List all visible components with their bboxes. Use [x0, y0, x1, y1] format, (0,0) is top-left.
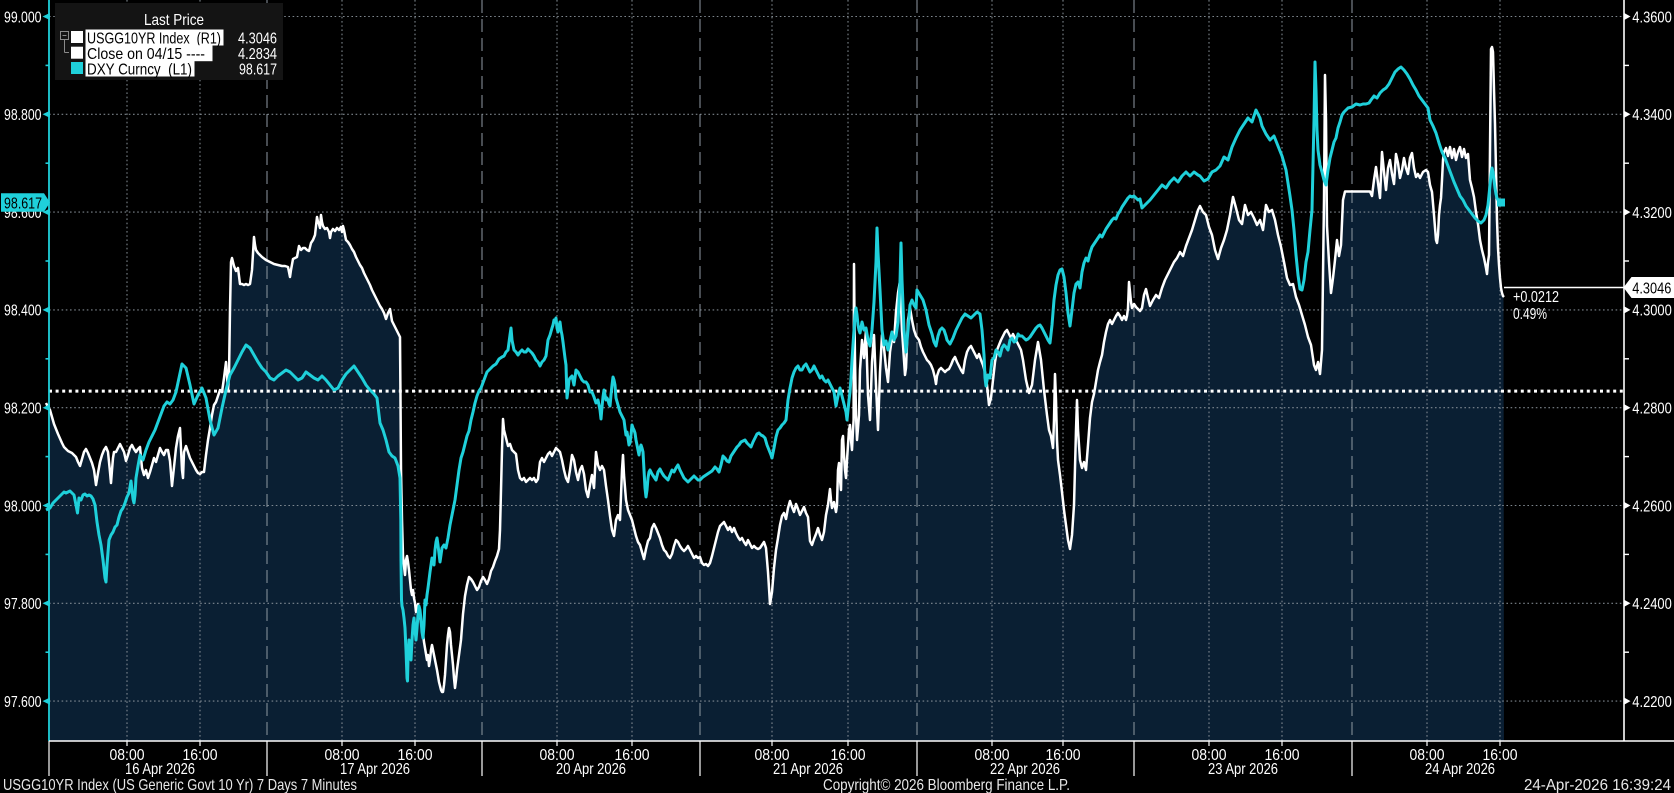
svg-text:08:00: 08:00 — [1192, 747, 1227, 764]
svg-text:4.3400: 4.3400 — [1632, 107, 1672, 124]
svg-text:22 Apr 2026: 22 Apr 2026 — [990, 761, 1060, 778]
svg-text:98.200: 98.200 — [4, 401, 42, 418]
svg-text:08:00: 08:00 — [540, 747, 575, 764]
svg-text:16:00: 16:00 — [831, 747, 866, 764]
svg-text:4.2200: 4.2200 — [1632, 694, 1672, 711]
svg-text:4.2400: 4.2400 — [1632, 596, 1672, 613]
svg-text:DXY Curncy (L1): DXY Curncy (L1) — [87, 61, 192, 78]
svg-text:4.3046: 4.3046 — [1632, 280, 1671, 297]
svg-text:20 Apr 2026: 20 Apr 2026 — [556, 761, 626, 778]
svg-text:4.3200: 4.3200 — [1632, 205, 1672, 222]
svg-text:16:00: 16:00 — [615, 747, 650, 764]
svg-text:98.800: 98.800 — [4, 107, 42, 124]
svg-text:21 Apr 2026: 21 Apr 2026 — [773, 761, 843, 778]
svg-text:0.49%: 0.49% — [1513, 306, 1547, 323]
svg-text:08:00: 08:00 — [110, 747, 145, 764]
svg-text:4.2800: 4.2800 — [1632, 401, 1672, 418]
svg-text:98.000: 98.000 — [4, 498, 42, 515]
svg-text:16:00: 16:00 — [398, 747, 433, 764]
svg-text:08:00: 08:00 — [325, 747, 360, 764]
svg-text:97.800: 97.800 — [4, 596, 42, 613]
svg-text:98.617: 98.617 — [4, 195, 42, 212]
svg-text:98.617: 98.617 — [239, 61, 277, 78]
svg-text:16 Apr 2026: 16 Apr 2026 — [125, 761, 195, 778]
svg-text:23 Apr 2026: 23 Apr 2026 — [1208, 761, 1278, 778]
svg-text:17 Apr 2026: 17 Apr 2026 — [340, 761, 410, 778]
svg-text:16:00: 16:00 — [1265, 747, 1300, 764]
svg-text:Last Price: Last Price — [144, 12, 204, 29]
svg-text:4.3046: 4.3046 — [238, 30, 277, 47]
svg-text:USGG10YR Index (R1): USGG10YR Index (R1) — [87, 30, 221, 47]
svg-text:98.400: 98.400 — [4, 303, 42, 320]
svg-text:4.3600: 4.3600 — [1632, 9, 1672, 26]
svg-text:97.600: 97.600 — [4, 694, 42, 711]
svg-text:+0.0212: +0.0212 — [1513, 289, 1559, 306]
svg-text:24 Apr 2026: 24 Apr 2026 — [1425, 761, 1495, 778]
svg-text:Copyright© 2026 Bloomberg Fina: Copyright© 2026 Bloomberg Finance L.P. — [823, 777, 1070, 793]
svg-text:4.2600: 4.2600 — [1632, 498, 1672, 515]
svg-text:99.000: 99.000 — [4, 9, 42, 26]
svg-text:USGG10YR Index (US Generic Gov: USGG10YR Index (US Generic Govt 10 Yr) 7… — [3, 777, 357, 793]
svg-text:16:00: 16:00 — [1483, 747, 1518, 764]
svg-text:08:00: 08:00 — [755, 747, 790, 764]
svg-text:16:00: 16:00 — [1046, 747, 1081, 764]
svg-text:24-Apr-2026 16:39:24: 24-Apr-2026 16:39:24 — [1524, 777, 1671, 793]
svg-text:08:00: 08:00 — [1410, 747, 1445, 764]
svg-text:4.2834: 4.2834 — [238, 46, 277, 63]
svg-text:Close on 04/15 ----: Close on 04/15 ---- — [87, 46, 205, 63]
svg-text:4.3000: 4.3000 — [1632, 303, 1672, 320]
svg-text:16:00: 16:00 — [183, 747, 218, 764]
svg-text:08:00: 08:00 — [975, 747, 1010, 764]
